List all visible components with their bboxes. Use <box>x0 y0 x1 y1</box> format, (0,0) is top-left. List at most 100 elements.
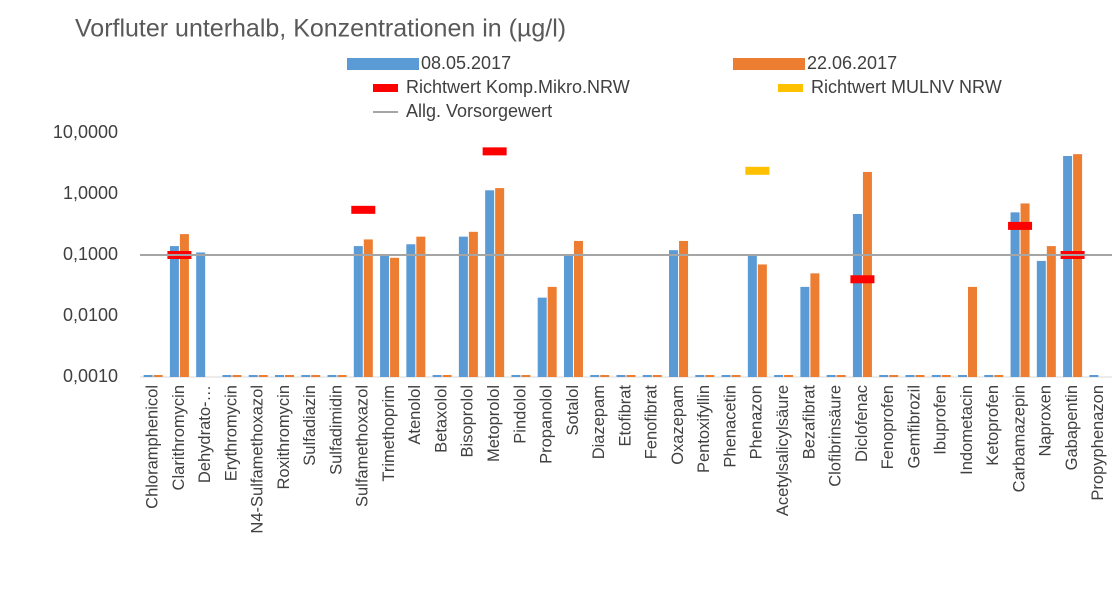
bar <box>573 240 583 377</box>
x-tick-label: Fenofibrat <box>643 385 661 460</box>
bar <box>258 375 268 377</box>
bar <box>327 375 337 377</box>
bar <box>196 252 206 377</box>
y-tick-label: 0,0100 <box>63 305 118 325</box>
bar <box>143 375 153 377</box>
x-tick-label: Ketoprofen <box>984 385 1002 466</box>
bar <box>905 375 915 377</box>
x-tick-label: Indometacin <box>958 385 976 475</box>
bar <box>353 246 363 377</box>
bar <box>1073 154 1083 377</box>
bar <box>1089 375 1099 377</box>
bar <box>432 375 442 377</box>
x-tick-label: Propyphenazon <box>1089 385 1107 501</box>
bar <box>511 375 521 377</box>
marker <box>351 205 376 214</box>
bar <box>521 375 531 377</box>
x-tick-label: Oxazepam <box>669 385 687 465</box>
x-tick-label: Diclofenac <box>853 385 871 462</box>
bar <box>1010 212 1020 377</box>
legend-swatch <box>778 84 803 92</box>
bar <box>547 286 557 377</box>
bar <box>826 375 836 377</box>
x-tick-label: Sulfadiazin <box>301 385 319 466</box>
bar <box>784 375 794 377</box>
x-tick-label: Dehydrato-… <box>196 385 214 483</box>
x-tick-label: N4-Sulfamethoxazol <box>249 385 267 534</box>
y-tick-label: 1,0000 <box>63 183 118 203</box>
bar <box>1020 203 1030 377</box>
x-tick-label: Gabapentin <box>1063 385 1081 470</box>
x-tick-label: Ibuprofen <box>932 385 950 455</box>
bar <box>301 375 311 377</box>
x-tick-label: Bezafibrat <box>800 385 818 460</box>
legend-label: Allg. Vorsorgewert <box>406 101 552 121</box>
bar <box>616 375 626 377</box>
x-tick-label: Diazepam <box>590 385 608 459</box>
bar <box>800 286 810 377</box>
bar <box>931 375 941 377</box>
bar <box>695 375 705 377</box>
x-tick-label: Gemfibrozil <box>905 385 923 468</box>
bar <box>941 375 951 377</box>
bar <box>442 375 452 377</box>
marker <box>745 166 770 175</box>
legend-label: Richtwert Komp.Mikro.NRW <box>406 77 630 97</box>
bar <box>879 375 889 377</box>
x-tick-label: Betaxolol <box>432 385 450 453</box>
bar <box>406 244 416 377</box>
bar <box>774 375 784 377</box>
bar <box>600 375 610 377</box>
x-tick-label: Chloramphenicol <box>143 385 161 509</box>
bar <box>679 240 689 377</box>
x-tick-label: Clarithromycin <box>170 385 188 490</box>
bar <box>994 375 1004 377</box>
bar <box>363 239 373 377</box>
bar <box>984 375 994 377</box>
bar <box>311 375 321 377</box>
marker <box>1008 221 1033 230</box>
legend-label: 08.05.2017 <box>421 53 511 73</box>
bar <box>232 375 242 377</box>
x-tick-label: Bisoprolol <box>459 385 477 457</box>
x-tick-label: Atenolol <box>406 385 424 445</box>
bar <box>836 375 846 377</box>
bar <box>485 190 495 377</box>
x-tick-label: Sulfamethoxazol <box>354 385 372 507</box>
bar <box>810 273 820 377</box>
bar <box>757 264 767 377</box>
bar <box>274 375 284 377</box>
bar <box>747 255 757 377</box>
bar <box>968 286 978 377</box>
marker <box>482 147 507 156</box>
legend-swatch <box>347 58 419 70</box>
bar <box>169 246 179 377</box>
x-tick-label: Pentoxifyllin <box>695 385 713 473</box>
bar <box>390 257 400 377</box>
bar <box>889 375 899 377</box>
bar <box>1036 260 1046 377</box>
bar <box>458 236 468 377</box>
bar <box>153 375 163 377</box>
legend-label: Richtwert MULNV NRW <box>811 77 1002 97</box>
bar <box>495 188 505 377</box>
x-tick-label: Acetylsalicylsäure <box>774 385 792 516</box>
bar <box>721 375 731 377</box>
x-tick-label: Naproxen <box>1037 385 1055 457</box>
x-tick-label: Etofibrat <box>616 385 634 447</box>
x-tick-label: Phenacetin <box>721 385 739 468</box>
x-tick-label: Phenazon <box>748 385 766 459</box>
legend-label: 22.06.2017 <box>807 53 897 73</box>
x-tick-label: Propanolol <box>538 385 556 464</box>
y-tick-label: 0,1000 <box>63 244 118 264</box>
bar <box>380 255 390 377</box>
y-tick-label: 10,0000 <box>53 122 118 142</box>
bar <box>468 231 478 377</box>
x-tick-label: Pindolol <box>511 385 529 444</box>
x-tick-label: Fenoprofen <box>879 385 897 469</box>
bar <box>248 375 258 377</box>
bar <box>337 375 347 377</box>
x-tick-label: Sulfadimidin <box>327 385 345 475</box>
bar <box>731 375 741 377</box>
